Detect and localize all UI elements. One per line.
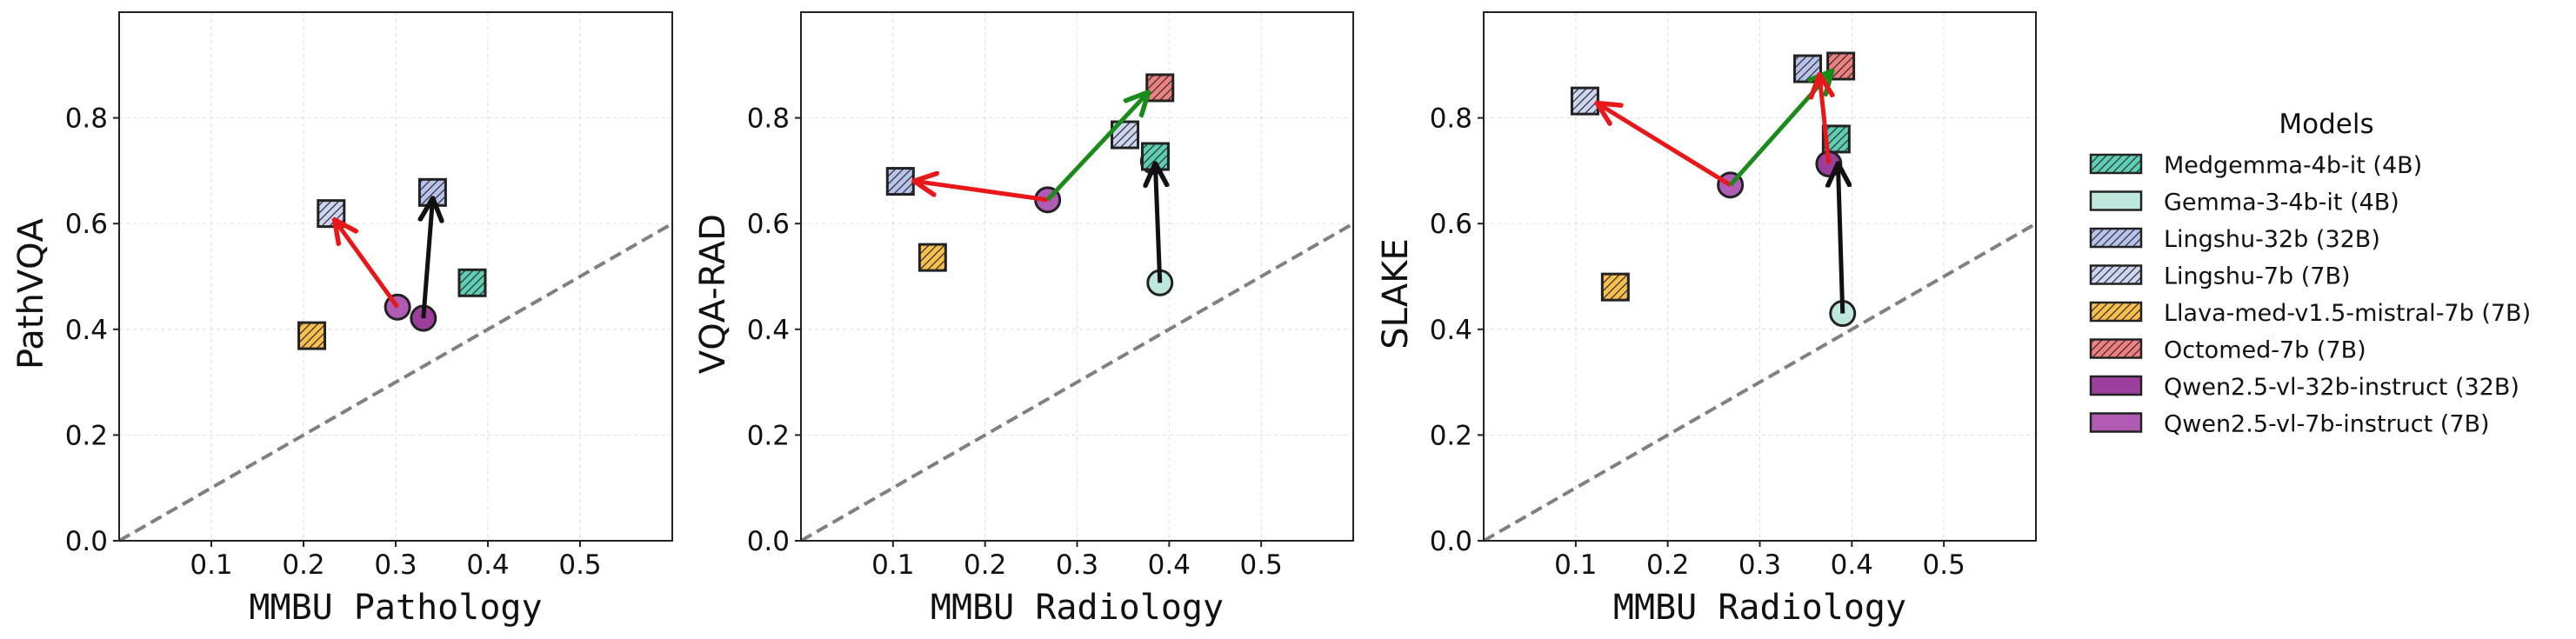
y-tick-label: 0.2 (65, 420, 108, 451)
x-tick-label: 0.4 (1148, 549, 1191, 581)
legend-entry-qwen2-5-vl-7b-instruct-7b-label: Qwen2.5-vl-7b-instruct (7B) (2164, 411, 2490, 438)
y-tick-label: 0.4 (747, 315, 790, 346)
shift-arrow (1045, 94, 1147, 202)
y-tick-label: 0.6 (747, 209, 790, 240)
shift-arrow (1598, 104, 1732, 187)
point-lingshu-32b-32b (885, 167, 915, 196)
shift-arrow (1819, 77, 1829, 164)
legend-title: Models (2279, 109, 2373, 140)
x-axis-label: MMBU Radiology (1613, 588, 1906, 628)
x-tick-label: 0.2 (964, 549, 1006, 581)
point-llava-med-v1-5-mistral-7b-7b (1600, 272, 1630, 302)
shift-arrow (1155, 165, 1159, 283)
point-lingshu-32b-32b (1793, 54, 1823, 83)
x-tick-label: 0.4 (466, 549, 509, 581)
y-tick-label: 0.4 (65, 315, 108, 346)
y-tick-label: 0.0 (65, 526, 108, 557)
x-tick-label: 0.5 (558, 549, 601, 581)
shift-arrow (916, 182, 1048, 203)
point-llava-med-v1-5-mistral-7b-7b (918, 243, 947, 272)
x-tick-label: 0.3 (1056, 549, 1098, 581)
y-tick-label: 0.2 (1430, 420, 1472, 451)
point-lingshu-7b-7b (317, 199, 346, 229)
x-axis-label: MMBU Pathology (249, 588, 542, 628)
scatter-panel-1: 0.1 0.2 0.3 0.4 0.5 0.0 0.2 0.4 0.6 0.8 MMBU Patho… (11, 11, 673, 628)
shift-arrow (1728, 72, 1831, 187)
legend-entry-llava-med-v1-5-mistral-7b-7b-swatch (2089, 301, 2143, 323)
x-tick-label: 0.5 (1923, 549, 1965, 581)
point-octomed-7b-7b (1826, 51, 1856, 81)
point-llava-med-v1-5-mistral-7b-7b (297, 321, 327, 350)
legend-entry-gemma-3-4b-it-4b-label: Gemma-3-4b-it (4B) (2164, 190, 2399, 216)
y-tick-label: 0.6 (65, 209, 108, 240)
legend-entry-octomed-7b-7b-label: Octomed-7b (7B) (2164, 337, 2366, 364)
x-tick-label: 0.2 (282, 549, 324, 581)
legend-entry-lingshu-7b-7b-label: Lingshu-7b (7B) (2164, 263, 2351, 290)
shift-arrow (336, 222, 400, 309)
y-tick-label: 0.0 (747, 526, 790, 557)
legend-entry-lingshu-32b-32b-swatch (2089, 227, 2143, 249)
point-medgemma-4b-it-4b (457, 268, 487, 297)
point-lingshu-7b-7b (1570, 86, 1599, 116)
legend-entry-llava-med-v1-5-mistral-7b-7b-label: Llava-med-v1.5-mistral-7b (7B) (2164, 300, 2531, 327)
legend-entry-qwen2-5-vl-7b-instruct-7b-swatch (2089, 412, 2143, 433)
diagonal-reference-line (800, 222, 1354, 542)
scatter-panel-2: 0.1 0.2 0.3 0.4 0.5 0.0 0.2 0.4 0.6 0.8 MMBU Radio… (693, 11, 1354, 628)
y-axis-label: SLAKE (1376, 238, 1416, 349)
legend: Models Medgemma-4b-it (4B) Gemma-3-4b-it (… (2089, 109, 2531, 438)
x-tick-label: 0.3 (374, 549, 417, 581)
x-tick-label: 0.1 (1554, 549, 1597, 581)
legend-entry-gemma-3-4b-it-4b-swatch (2089, 190, 2143, 211)
x-axis-label: MMBU Radiology (931, 588, 1224, 628)
legend-entry-qwen2-5-vl-32b-instruct-32b-label: Qwen2.5-vl-32b-instruct (32B) (2164, 374, 2519, 401)
y-tick-label: 0.6 (1430, 209, 1472, 240)
y-axis-label: VQA-RAD (693, 214, 733, 374)
x-tick-label: 0.2 (1646, 549, 1689, 581)
legend-entry-octomed-7b-7b-swatch (2089, 338, 2143, 359)
y-tick-label: 0.8 (1430, 103, 1472, 135)
y-tick-label: 0.0 (1430, 526, 1472, 557)
shift-arrow (424, 200, 433, 319)
y-axis-label: PathVQA (11, 217, 51, 369)
y-tick-label: 0.4 (1430, 315, 1472, 346)
x-tick-label: 0.1 (190, 549, 232, 581)
scatter-panel-3: 0.1 0.2 0.3 0.4 0.5 0.0 0.2 0.4 0.6 0.8 MMBU Radio… (1376, 11, 2037, 628)
diagonal-reference-line (1483, 222, 2037, 542)
diagonal-reference-line (118, 222, 673, 542)
x-tick-label: 0.5 (1240, 549, 1283, 581)
legend-entry-qwen2-5-vl-32b-instruct-32b-swatch (2089, 375, 2143, 396)
x-tick-label: 0.3 (1738, 549, 1781, 581)
x-tick-label: 0.4 (1831, 549, 1873, 581)
legend-entry-lingshu-7b-7b-swatch (2089, 264, 2143, 285)
legend-entry-medgemma-4b-it-4b-swatch (2089, 153, 2143, 175)
x-tick-label: 0.1 (871, 549, 914, 581)
legend-entry-lingshu-32b-32b-label: Lingshu-32b (32B) (2164, 226, 2380, 253)
shift-arrow (1838, 165, 1842, 314)
y-tick-label: 0.2 (747, 420, 790, 451)
y-tick-label: 0.8 (65, 103, 108, 135)
legend-entry-medgemma-4b-it-4b-label: Medgemma-4b-it (4B) (2164, 152, 2422, 179)
point-octomed-7b-7b (1145, 73, 1175, 103)
y-tick-label: 0.8 (747, 103, 790, 135)
